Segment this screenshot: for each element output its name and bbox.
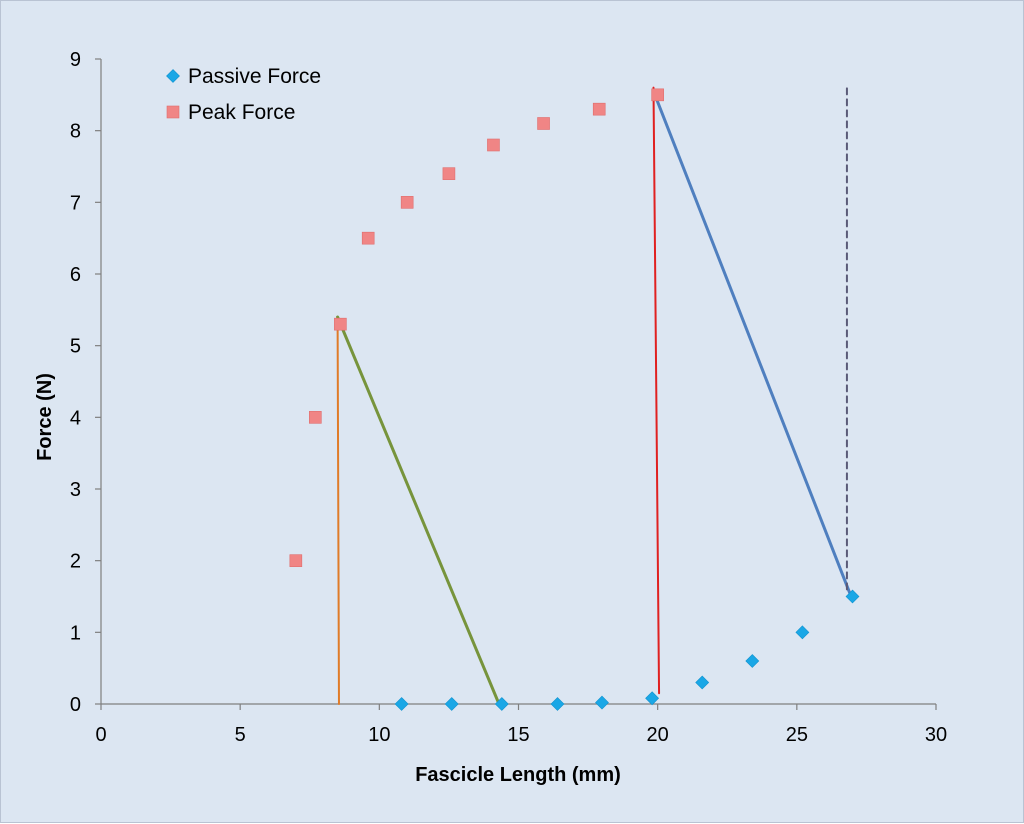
y-tick-label: 1 [70, 622, 81, 644]
axes: 0 5 10 15 20 25 30 0 1 2 3 4 5 6 7 8 9 [70, 49, 947, 746]
x-tick-label: 15 [507, 724, 529, 746]
legend-passive-force-marker [166, 69, 180, 83]
green-diagonal-line [336, 315, 501, 706]
orange-vertical-line [336, 316, 340, 705]
peak-force-point [651, 88, 664, 102]
peak-force-point [309, 411, 322, 424]
blue-diagonal-line [653, 93, 852, 595]
peak-force-point [487, 138, 500, 152]
passive-force-point [745, 654, 760, 668]
y-tick-label: 9 [70, 49, 81, 71]
peak-force-point [400, 196, 414, 209]
y-axis-title: Force (N) [34, 373, 56, 461]
peak-force-point [537, 117, 550, 130]
y-tick-label: 0 [70, 694, 81, 716]
passive-force-point [550, 697, 565, 711]
passive-force-point [595, 695, 609, 710]
peak-force-point [361, 231, 375, 245]
data-markers [289, 88, 860, 711]
y-tick-label: 2 [70, 551, 81, 573]
passive-force-point [444, 697, 459, 711]
y-tick-label: 7 [70, 192, 81, 214]
passive-force-point [645, 691, 660, 706]
red-vertical-line [652, 86, 661, 695]
x-tick-label: 0 [95, 724, 106, 746]
passive-force-point [394, 697, 409, 711]
x-tick-label: 25 [786, 724, 808, 746]
legend-peak-force-marker [166, 105, 180, 119]
y-tick-label: 4 [70, 407, 81, 429]
annotation-lines [336, 86, 852, 706]
legend-label: Passive Force [188, 65, 321, 88]
y-tick-label: 5 [70, 336, 81, 358]
legend: Passive Force Peak Force [166, 65, 321, 124]
y-tick-label: 6 [70, 264, 81, 286]
passive-force-point [695, 675, 710, 690]
peak-force-point [442, 167, 456, 180]
legend-label: Peak Force [188, 101, 295, 124]
x-tick-label: 30 [925, 724, 947, 746]
y-tick-label: 3 [70, 479, 81, 501]
x-tick-label: 20 [647, 724, 669, 746]
peak-force-point [289, 554, 303, 567]
passive-force-point [494, 697, 509, 711]
peak-force-point [334, 317, 347, 331]
x-tick-label: 10 [368, 724, 390, 746]
x-axis-title: Fascicle Length (mm) [415, 764, 621, 786]
y-tick-label: 8 [70, 121, 81, 143]
passive-force-point [795, 625, 810, 640]
passive-force-point [845, 589, 860, 604]
peak-force-point [592, 102, 606, 116]
x-tick-label: 5 [235, 724, 246, 746]
